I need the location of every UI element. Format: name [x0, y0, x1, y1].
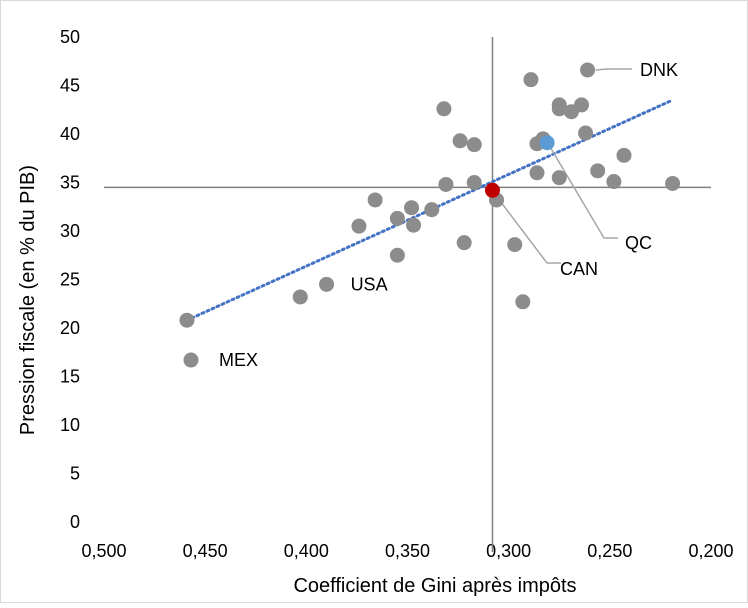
point-label-dnk: DNK — [640, 60, 678, 80]
x-tick-label: 0,200 — [688, 541, 733, 561]
data-point — [404, 200, 420, 216]
y-tick-label: 45 — [60, 76, 80, 96]
y-tick-label: 15 — [60, 367, 80, 387]
x-tick-label: 0,400 — [284, 541, 329, 561]
data-point — [406, 217, 422, 233]
data-point — [367, 192, 383, 208]
point-label-qc: QC — [625, 233, 652, 253]
leader-line-can — [495, 195, 561, 264]
data-point — [665, 175, 681, 191]
point-label-usa: USA — [351, 274, 388, 294]
data-points — [179, 62, 681, 368]
label-leader-lines — [495, 68, 632, 264]
data-point — [438, 176, 454, 192]
y-tick-label: 35 — [60, 173, 80, 193]
y-tick-label: 30 — [60, 221, 80, 241]
leader-line-dnk — [595, 68, 632, 71]
data-point — [616, 147, 632, 163]
data-point — [551, 101, 567, 117]
x-tick-label: 0,250 — [587, 541, 632, 561]
data-point — [466, 137, 482, 153]
point-label-mex: MEX — [219, 350, 258, 370]
x-tick-labels: 0,500 0,450 0,400 0,350 0,300 0,250 0,200 — [81, 541, 733, 561]
data-point — [351, 218, 367, 234]
data-point — [456, 235, 472, 251]
point-labels: MEX USA DNK QC CAN — [219, 60, 678, 370]
data-point — [523, 72, 539, 88]
data-point — [590, 163, 606, 179]
data-point-can — [484, 182, 500, 198]
data-point — [179, 312, 195, 328]
data-point-usa — [319, 276, 335, 292]
data-point — [606, 174, 622, 190]
data-point-dnk — [580, 62, 596, 78]
data-point — [292, 289, 308, 305]
y-tick-label: 40 — [60, 124, 80, 144]
y-tick-label: 0 — [70, 512, 80, 532]
y-tick-labels: 0 5 10 15 20 25 30 35 40 45 50 — [60, 27, 80, 532]
data-point — [466, 175, 482, 190]
data-point — [452, 133, 468, 149]
data-point — [389, 247, 405, 263]
y-tick-label: 25 — [60, 270, 80, 290]
y-tick-label: 5 — [70, 464, 80, 484]
data-point — [515, 294, 531, 310]
y-tick-label: 50 — [60, 27, 80, 47]
x-tick-label: 0,350 — [385, 541, 430, 561]
leader-line-qc — [550, 148, 618, 239]
point-label-can: CAN — [560, 259, 598, 279]
data-point-mex — [183, 352, 199, 368]
data-point — [424, 202, 440, 218]
data-point — [389, 210, 405, 226]
x-tick-label: 0,300 — [486, 541, 531, 561]
data-point — [551, 170, 567, 186]
data-point — [529, 165, 545, 181]
x-tick-label: 0,500 — [81, 541, 126, 561]
data-point-qc — [539, 135, 555, 151]
data-point — [574, 97, 590, 113]
x-axis-title: Coefficient de Gini après impôts — [293, 575, 576, 597]
data-point — [507, 237, 523, 253]
y-axis-title: Pression fiscale (en % du PIB) — [17, 165, 39, 435]
y-tick-label: 10 — [60, 415, 80, 435]
y-tick-label: 20 — [60, 318, 80, 338]
data-point — [578, 125, 594, 141]
x-tick-label: 0,450 — [183, 541, 228, 561]
data-point — [436, 101, 452, 117]
